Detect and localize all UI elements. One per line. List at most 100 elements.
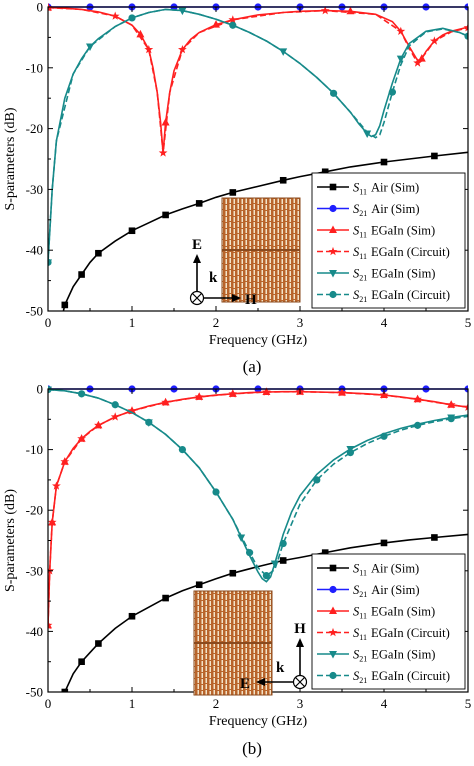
h-arrowhead-icon — [232, 294, 241, 302]
legend-marker — [329, 651, 337, 659]
data-point — [414, 421, 422, 429]
data-point — [110, 412, 120, 421]
legend-marker — [329, 671, 337, 680]
data-point — [313, 476, 321, 484]
data-point — [127, 406, 137, 415]
data-point — [61, 688, 69, 692]
series-3 — [48, 387, 468, 630]
legend-subscript: 21 — [359, 676, 367, 685]
series-5 — [48, 8, 468, 266]
data-point — [61, 301, 69, 309]
data-point — [95, 640, 102, 647]
x-tick-label: 4 — [381, 696, 388, 711]
legend-label: S21 Air (Sim) — [353, 583, 420, 599]
data-point — [162, 594, 169, 602]
x-tick-label: 1 — [129, 696, 136, 711]
legend-marker — [329, 270, 337, 278]
legend-symbol: S — [353, 583, 360, 597]
legend-item-2: S11 EGaIn (Sim) — [317, 224, 435, 240]
panel-caption: (b) — [242, 739, 262, 758]
legend-label: S11 EGaIn (Circuit) — [353, 245, 450, 261]
data-point — [447, 415, 455, 423]
data-point — [77, 434, 86, 443]
legend-label: S21 EGaIn (Circuit) — [353, 288, 450, 304]
legend-subscript: 11 — [359, 569, 367, 578]
legend-marker — [329, 564, 337, 572]
y-tick-label: 0 — [37, 382, 44, 397]
data-point — [229, 569, 237, 577]
legend-marker — [329, 204, 337, 213]
data-point — [346, 449, 354, 457]
data-point — [463, 23, 468, 32]
data-point — [228, 15, 238, 24]
legend-item-4: S21 EGaIn (Sim) — [317, 648, 435, 664]
series-line — [48, 8, 468, 263]
legend-symbol: S — [353, 202, 360, 216]
data-point — [78, 271, 85, 278]
legend-subscript: 21 — [359, 655, 367, 664]
inset-label-e: E — [192, 237, 202, 253]
series-0 — [61, 151, 468, 311]
inset: Hk E — [193, 590, 308, 696]
legend: S11 Air (Sim)S21 Air (Sim)S11 EGaIn (Sim)S1… — [311, 553, 466, 690]
legend-item-5: S21 EGaIn (Circuit) — [317, 669, 450, 685]
legend-symbol: S — [353, 224, 360, 238]
inset-label-k: k — [209, 270, 218, 286]
data-point — [363, 130, 372, 138]
legend-symbol: S — [353, 605, 360, 619]
x-axis-label: Frequency (GHz) — [209, 333, 308, 348]
data-point — [162, 211, 169, 219]
data-point — [48, 258, 52, 266]
legend-symbol: S — [353, 181, 360, 195]
data-point — [95, 249, 102, 257]
legend-symbol: S — [353, 669, 360, 683]
x-tick-label: 3 — [297, 696, 304, 711]
x-tick-label: 5 — [465, 696, 472, 711]
data-point — [212, 488, 220, 496]
x-tick-label: 2 — [213, 315, 220, 330]
legend-label: S11 Air (Sim) — [353, 181, 419, 197]
y-tick-label: -40 — [26, 624, 43, 639]
data-point — [111, 401, 119, 409]
legend-label: S11 EGaIn (Sim) — [353, 605, 435, 621]
data-point — [110, 11, 120, 20]
e-arrowhead-icon — [256, 678, 265, 686]
data-point — [145, 418, 153, 426]
legend-name: EGaIn (Sim) — [371, 605, 435, 619]
data-point — [48, 517, 57, 526]
legend-name: EGaIn (Circuit) — [371, 245, 450, 259]
data-point — [320, 6, 330, 15]
series-line — [48, 388, 468, 577]
series-5 — [48, 386, 468, 580]
data-point — [321, 549, 329, 556]
legend-marker — [329, 606, 337, 614]
data-point — [396, 26, 406, 35]
data-point — [463, 402, 468, 411]
legend-subscript: 21 — [359, 295, 367, 304]
legend-name: Air (Sim) — [371, 562, 419, 576]
legend-name: Air (Sim) — [371, 181, 419, 195]
data-point — [431, 152, 438, 160]
data-point — [246, 549, 254, 557]
e-arrowhead-icon — [193, 254, 201, 263]
legend-subscript: 11 — [359, 188, 367, 197]
data-point — [262, 387, 271, 396]
series-3 — [48, 3, 468, 157]
legend-symbol: S — [353, 562, 360, 576]
legend-name: EGaIn (Circuit) — [371, 626, 450, 640]
legend-name: EGaIn (Sim) — [371, 267, 435, 281]
legend-label: S11 EGaIn (Sim) — [353, 224, 435, 240]
series-0 — [61, 533, 468, 692]
legend-subscript: 21 — [359, 590, 367, 599]
legend-name: EGaIn (Sim) — [371, 224, 435, 238]
legend-symbol: S — [353, 267, 360, 281]
legend-label: S21 EGaIn (Sim) — [353, 267, 435, 283]
legend-subscript: 11 — [359, 252, 367, 261]
data-point — [446, 400, 456, 409]
y-axis-label: S-parameters (dB) — [3, 107, 18, 210]
data-point — [237, 534, 246, 542]
y-tick-label: -20 — [26, 503, 43, 518]
data-point — [128, 612, 136, 620]
data-point — [128, 14, 136, 22]
data-point — [279, 557, 287, 564]
